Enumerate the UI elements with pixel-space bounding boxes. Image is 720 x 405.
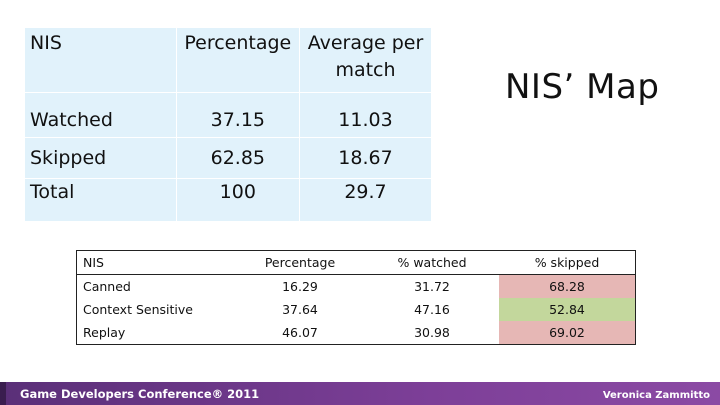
footer-bar [0,382,720,405]
header-cell-average: Average per match [299,28,431,93]
nis-summary-table: NIS Percentage Average per match Watched… [25,28,431,221]
cell-value: 18.67 [299,137,431,179]
header-cell-percentage: Percentage [235,250,365,275]
table-row: Replay 46.07 30.98 69.02 [76,321,636,345]
header-cell-watched: % watched [365,250,499,275]
cell-value: 11.03 [299,92,431,138]
author-label: Veronica Zammitto [602,390,710,401]
cell-value: 29.7 [344,181,387,203]
cell-value-highlight: 69.02 [499,321,636,345]
row-label-replay: Replay [76,321,235,345]
table-row: Total 100 29.7 [25,178,431,221]
cell-value: 30.98 [365,321,499,345]
row-label-context-sensitive: Context Sensitive [76,298,235,321]
table-header-row: NIS Percentage Average per match [25,28,431,93]
table-row: Canned 16.29 31.72 68.28 [76,274,636,298]
footer-edge [0,382,6,405]
cell-value: 37.15 [176,92,301,138]
cell-value: 31.72 [365,274,499,298]
row-label-total: Total [25,178,177,221]
table-row: Context Sensitive 37.64 47.16 52.84 [76,298,636,321]
cell-value: 16.29 [235,274,365,298]
header-cell-percentage: Percentage [176,28,301,93]
cell-value-highlight: 52.84 [499,298,636,321]
cell-value: 46.07 [235,321,365,345]
table-row: Watched 37.15 11.03 [25,92,431,138]
header-cell-nis: NIS [25,28,177,93]
table-header-row: NIS Percentage % watched % skipped [76,250,636,275]
row-label-canned: Canned [76,274,235,298]
cell-value: 100 [176,178,301,221]
slide-title: NIS’ Map [505,67,660,107]
cell-value: 62.85 [176,137,301,179]
row-label-watched: Watched [25,92,177,138]
cell-value: 37.64 [282,302,318,317]
header-cell-nis: NIS [76,250,235,275]
row-label-skipped: Skipped [25,137,177,179]
conference-label: Game Developers Conference® 2011 [20,387,260,401]
nis-breakdown-table: NIS Percentage % watched % skipped Canne… [76,250,636,345]
cell-value-highlight: 68.28 [499,274,636,298]
header-cell-skipped: % skipped [499,250,636,275]
table-row: Skipped 62.85 18.67 [25,137,431,179]
cell-value: 47.16 [414,302,450,317]
